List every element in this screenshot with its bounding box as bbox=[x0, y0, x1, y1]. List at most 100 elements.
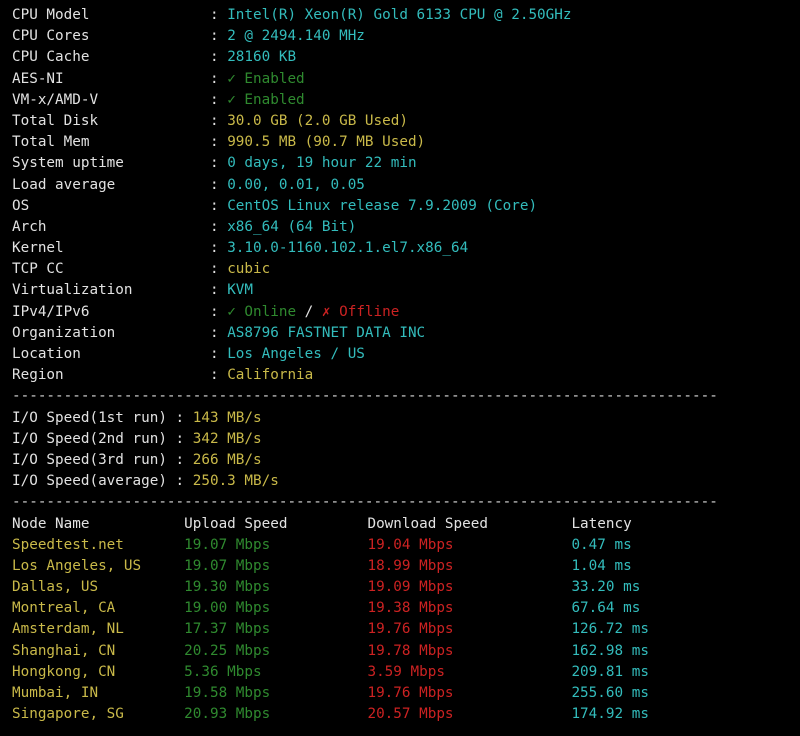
upload-speed: 17.37 Mbps bbox=[184, 621, 271, 638]
column-header: Download Speed bbox=[367, 515, 488, 532]
info-label: Total Mem bbox=[12, 134, 90, 151]
info-value: 0.00, 0.01, 0.05 bbox=[227, 176, 365, 193]
column-header: Node Name bbox=[12, 515, 90, 532]
speedtest-row: Amsterdam, NL 17.37 Mbps 19.76 Mbps 126.72 … bbox=[12, 619, 718, 640]
colon-separator: : bbox=[209, 218, 228, 235]
info-label: OS bbox=[12, 197, 30, 214]
speedtest-row: Mumbai, IN 19.58 Mbps 19.76 Mbps 255.60 ms bbox=[12, 683, 718, 704]
latency: 0.47 ms bbox=[571, 536, 632, 553]
colon-separator: : bbox=[209, 134, 228, 151]
info-value-part: ✓ Online bbox=[227, 303, 297, 320]
download-speed: 3.59 Mbps bbox=[367, 663, 445, 680]
colon-separator: : bbox=[209, 303, 228, 320]
info-row: Total Disk: 30.0 GB (2.0 GB Used) bbox=[12, 111, 718, 132]
info-label: VM-x/AMD-V bbox=[12, 91, 99, 108]
info-row: CPU Model: Intel(R) Xeon(R) Gold 6133 CP… bbox=[12, 5, 718, 26]
io-speed-row: I/O Speed(1st run): 143 MB/s bbox=[12, 408, 718, 429]
upload-speed: 19.07 Mbps bbox=[184, 536, 271, 553]
terminal-output: CPU Model: Intel(R) Xeon(R) Gold 6133 CP… bbox=[12, 5, 718, 725]
latency: 33.20 ms bbox=[571, 579, 641, 596]
colon-separator: : bbox=[209, 91, 228, 108]
colon-separator: : bbox=[209, 28, 228, 45]
colon-separator: : bbox=[209, 240, 228, 257]
speedtest-row: Speedtest.net 19.07 Mbps 19.04 Mbps 0.47 ms bbox=[12, 535, 718, 556]
info-label: System uptime bbox=[12, 155, 124, 172]
info-label: IPv4/IPv6 bbox=[12, 303, 90, 320]
info-label: Organization bbox=[12, 324, 116, 341]
info-value-part: ✗ Offline bbox=[321, 303, 400, 320]
info-label: Load average bbox=[12, 176, 116, 193]
dashed-divider: ----------------------------------------… bbox=[12, 494, 718, 511]
info-value: 990.5 MB (90.7 MB Used) bbox=[227, 134, 426, 151]
node-name: Singapore, SG bbox=[12, 706, 124, 723]
download-speed: 19.76 Mbps bbox=[367, 685, 454, 701]
latency: 174.92 ms bbox=[571, 706, 649, 723]
info-label: Virtualization bbox=[12, 282, 133, 299]
upload-speed: 19.58 Mbps bbox=[184, 685, 271, 701]
info-row: Organization: AS8796 FASTNET DATA INC bbox=[12, 323, 718, 344]
column-header: Upload Speed bbox=[184, 515, 288, 532]
info-value: CentOS Linux release 7.9.2009 (Core) bbox=[227, 197, 538, 214]
upload-speed: 19.00 Mbps bbox=[184, 600, 271, 617]
colon-separator: : bbox=[209, 112, 228, 129]
separator-line: ----------------------------------------… bbox=[12, 386, 718, 407]
download-speed: 19.76 Mbps bbox=[367, 621, 454, 638]
upload-speed: 20.25 Mbps bbox=[184, 642, 271, 659]
info-row: AES-NI: ✓ Enabled bbox=[12, 69, 718, 90]
info-label: TCP CC bbox=[12, 261, 64, 278]
info-row: Arch: x86_64 (64 Bit) bbox=[12, 217, 718, 238]
info-value: AS8796 FASTNET DATA INC bbox=[227, 324, 426, 341]
colon-separator: : bbox=[209, 367, 228, 384]
upload-speed: 5.36 Mbps bbox=[184, 663, 262, 680]
download-speed: 20.57 Mbps bbox=[367, 706, 454, 723]
info-row: VM-x/AMD-V: ✓ Enabled bbox=[12, 90, 718, 111]
node-name: Mumbai, IN bbox=[12, 685, 99, 701]
speedtest-row: Hongkong, CN 5.36 Mbps 3.59 Mbps 209.81 ms bbox=[12, 662, 718, 683]
dashed-divider: ----------------------------------------… bbox=[12, 388, 718, 405]
info-value: x86_64 (64 Bit) bbox=[227, 218, 357, 235]
info-row: Kernel: 3.10.0-1160.102.1.el7.x86_64 bbox=[12, 238, 718, 259]
colon-separator: : bbox=[209, 261, 228, 278]
info-row: Region: California bbox=[12, 365, 718, 386]
io-label: I/O Speed(average) bbox=[12, 473, 167, 490]
node-name: Amsterdam, NL bbox=[12, 621, 124, 638]
info-label: Region bbox=[12, 367, 64, 384]
download-speed: 19.38 Mbps bbox=[367, 600, 454, 617]
colon-separator: : bbox=[209, 282, 228, 299]
colon-separator: : bbox=[209, 176, 228, 193]
info-value: Intel(R) Xeon(R) Gold 6133 CPU @ 2.50GHz bbox=[227, 7, 572, 23]
info-value: 30.0 GB (2.0 GB Used) bbox=[227, 112, 408, 129]
io-label: I/O Speed(2nd run) bbox=[12, 430, 167, 447]
node-name: Hongkong, CN bbox=[12, 663, 116, 680]
io-value: 250.3 MB/s bbox=[192, 473, 279, 490]
io-label: I/O Speed(3rd run) bbox=[12, 451, 167, 468]
colon-separator: : bbox=[209, 70, 228, 87]
info-value: ✓ Enabled bbox=[227, 70, 305, 87]
speedtest-row: Singapore, SG 20.93 Mbps 20.57 Mbps 174.92 … bbox=[12, 704, 718, 725]
latency: 1.04 ms bbox=[571, 557, 632, 574]
info-row: OS: CentOS Linux release 7.9.2009 (Core) bbox=[12, 196, 718, 217]
download-speed: 19.04 Mbps bbox=[367, 536, 454, 553]
node-name: Los Angeles, US bbox=[12, 557, 142, 574]
speedtest-row: Shanghai, CN 20.25 Mbps 19.78 Mbps 162.98 m… bbox=[12, 641, 718, 662]
io-value: 266 MB/s bbox=[192, 451, 262, 468]
upload-speed: 20.93 Mbps bbox=[184, 706, 271, 723]
info-value: 2 @ 2494.140 MHz bbox=[227, 28, 365, 45]
io-speed-row: I/O Speed(2nd run): 342 MB/s bbox=[12, 429, 718, 450]
info-label: Arch bbox=[12, 218, 47, 235]
info-value: 28160 KB bbox=[227, 49, 297, 66]
download-speed: 19.09 Mbps bbox=[367, 579, 454, 596]
io-value: 143 MB/s bbox=[192, 409, 262, 426]
colon-separator: : bbox=[175, 451, 193, 468]
latency: 67.64 ms bbox=[571, 600, 641, 617]
info-value: cubic bbox=[227, 261, 271, 278]
io-speed-row: I/O Speed(3rd run): 266 MB/s bbox=[12, 450, 718, 471]
colon-separator: : bbox=[175, 409, 193, 426]
info-value: ✓ Enabled bbox=[227, 91, 305, 108]
io-label: I/O Speed(1st run) bbox=[12, 409, 167, 426]
latency: 209.81 ms bbox=[571, 663, 649, 680]
colon-separator: : bbox=[209, 49, 228, 66]
info-value: Los Angeles / US bbox=[227, 346, 365, 362]
info-row: IPv4/IPv6: ✓ Online / ✗ Offline bbox=[12, 302, 718, 323]
node-name: Shanghai, CN bbox=[12, 642, 116, 659]
